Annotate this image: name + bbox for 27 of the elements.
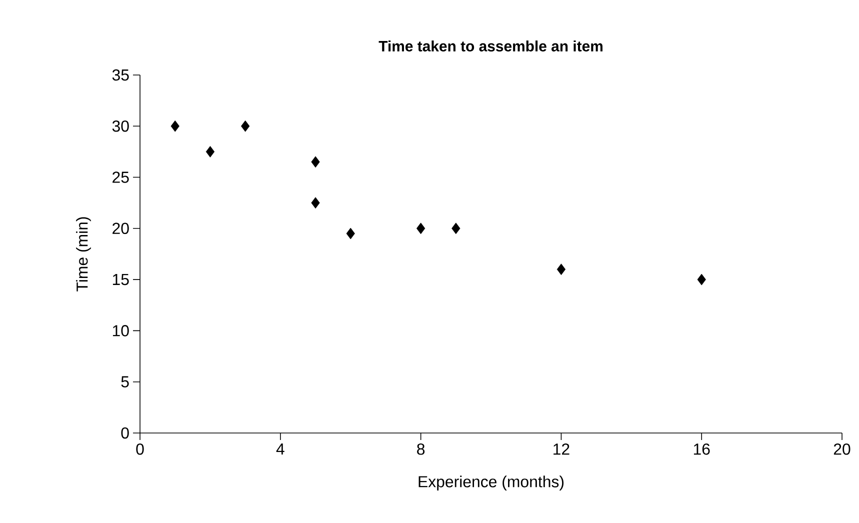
point bbox=[346, 228, 355, 240]
x-tick-label: 8 bbox=[417, 444, 425, 455]
y-axis-title: Time (min) bbox=[76, 217, 91, 292]
x-tick-label: 20 bbox=[834, 444, 850, 455]
point bbox=[206, 146, 215, 158]
x-tick-label: 0 bbox=[136, 444, 144, 455]
y-tick-label: 5 bbox=[121, 376, 129, 388]
y-tick-label: 30 bbox=[112, 120, 129, 132]
x-tick-label: 4 bbox=[276, 444, 284, 454]
point bbox=[311, 197, 320, 209]
point bbox=[311, 156, 320, 168]
x-tick-label: 12 bbox=[554, 444, 570, 455]
point bbox=[452, 222, 460, 234]
point bbox=[556, 264, 566, 276]
point bbox=[697, 274, 706, 286]
y-tick-label: 35 bbox=[112, 69, 129, 81]
y-tick-label: 20 bbox=[112, 222, 129, 234]
y-tick-label: 25 bbox=[112, 172, 129, 183]
point bbox=[170, 120, 180, 132]
chart-title: Time taken to assemble an item bbox=[378, 40, 602, 52]
x-axis-title: Experience (months) bbox=[418, 476, 564, 490]
point bbox=[416, 222, 426, 234]
y-tick-label: 10 bbox=[112, 325, 129, 336]
x-tick-label: 16 bbox=[694, 444, 710, 455]
point bbox=[240, 120, 250, 132]
y-tick-label: 15 bbox=[112, 274, 129, 286]
y-tick-label: 0 bbox=[121, 427, 129, 439]
